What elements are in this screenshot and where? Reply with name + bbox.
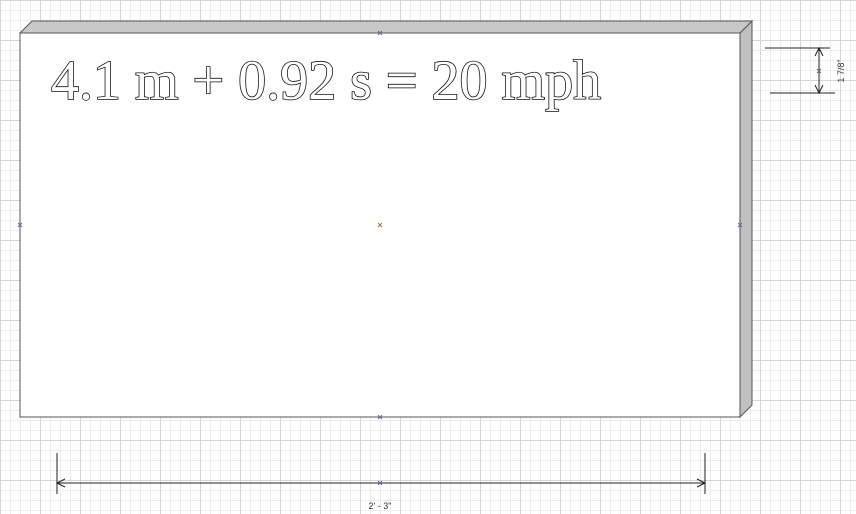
board-side-face xyxy=(739,19,753,419)
width-arrow-right xyxy=(696,478,707,488)
selection-handle-left[interactable] xyxy=(17,222,23,228)
width-dimension-label: 2' - 3" xyxy=(369,501,392,511)
thickness-dimension[interactable] xyxy=(765,46,835,95)
selection-handle-right[interactable] xyxy=(737,222,743,228)
thickness-arrow-top xyxy=(814,46,824,57)
board-top-face xyxy=(18,20,754,34)
selection-handle-bottom[interactable] xyxy=(377,414,383,420)
selection-handle-top[interactable] xyxy=(377,30,383,36)
width-dimension-handle[interactable] xyxy=(377,480,383,486)
width-arrow-left xyxy=(55,478,66,488)
thickness-dimension-label: 1 7/8" xyxy=(836,59,846,82)
thickness-arrow-bottom xyxy=(814,84,824,95)
thickness-dimension-handle[interactable] xyxy=(816,68,822,74)
selection-handle-center[interactable] xyxy=(377,222,383,228)
sign-text[interactable]: 4.1 m + 0.92 s = 20 mph xyxy=(50,49,602,113)
width-dimension[interactable] xyxy=(55,453,707,494)
